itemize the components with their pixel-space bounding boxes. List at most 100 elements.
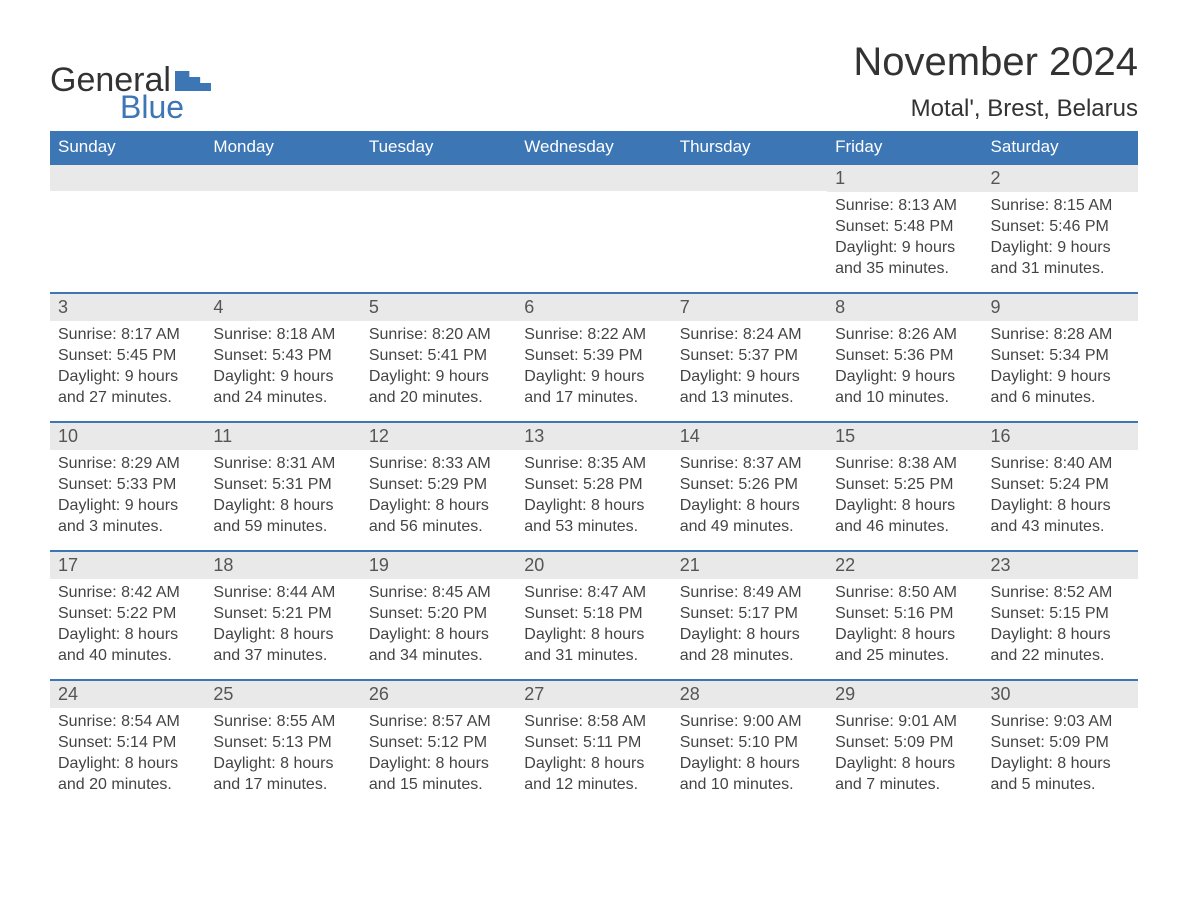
day-number: 12 (361, 423, 516, 450)
week-row: 24Sunrise: 8:54 AMSunset: 5:14 PMDayligh… (50, 679, 1138, 804)
day-cell: 1Sunrise: 8:13 AMSunset: 5:48 PMDaylight… (827, 165, 982, 288)
day-details: Sunrise: 8:52 AMSunset: 5:15 PMDaylight:… (983, 579, 1138, 674)
sunset-text: Sunset: 5:09 PM (835, 733, 974, 754)
daylight-text-2: and 24 minutes. (213, 388, 352, 409)
day-details: Sunrise: 8:35 AMSunset: 5:28 PMDaylight:… (516, 450, 671, 545)
weekday-header: Friday (827, 131, 982, 163)
day-number: 25 (205, 681, 360, 708)
week-row: 3Sunrise: 8:17 AMSunset: 5:45 PMDaylight… (50, 292, 1138, 417)
empty-day-cell (50, 165, 205, 288)
daylight-text-1: Daylight: 8 hours (524, 754, 663, 775)
sunset-text: Sunset: 5:34 PM (991, 346, 1130, 367)
day-number: 15 (827, 423, 982, 450)
day-details: Sunrise: 8:42 AMSunset: 5:22 PMDaylight:… (50, 579, 205, 674)
daylight-text-2: and 56 minutes. (369, 517, 508, 538)
sunset-text: Sunset: 5:46 PM (991, 217, 1130, 238)
sunrise-text: Sunrise: 8:55 AM (213, 712, 352, 733)
title-block: November 2024 Motal', Brest, Belarus (853, 40, 1138, 123)
sunrise-text: Sunrise: 8:29 AM (58, 454, 197, 475)
sunrise-text: Sunrise: 8:15 AM (991, 196, 1130, 217)
sunrise-text: Sunrise: 8:28 AM (991, 325, 1130, 346)
daylight-text-1: Daylight: 9 hours (369, 367, 508, 388)
sunset-text: Sunset: 5:22 PM (58, 604, 197, 625)
day-number: 23 (983, 552, 1138, 579)
sunrise-text: Sunrise: 8:54 AM (58, 712, 197, 733)
week-row: 10Sunrise: 8:29 AMSunset: 5:33 PMDayligh… (50, 421, 1138, 546)
daylight-text-2: and 3 minutes. (58, 517, 197, 538)
weekday-header: Thursday (672, 131, 827, 163)
daylight-text-2: and 31 minutes. (524, 646, 663, 667)
day-number (361, 165, 516, 191)
weekday-header: Tuesday (361, 131, 516, 163)
daylight-text-1: Daylight: 9 hours (213, 367, 352, 388)
daylight-text-2: and 20 minutes. (369, 388, 508, 409)
sunrise-text: Sunrise: 8:49 AM (680, 583, 819, 604)
daylight-text-1: Daylight: 8 hours (524, 496, 663, 517)
sunrise-text: Sunrise: 8:24 AM (680, 325, 819, 346)
day-details: Sunrise: 8:31 AMSunset: 5:31 PMDaylight:… (205, 450, 360, 545)
sunrise-text: Sunrise: 8:44 AM (213, 583, 352, 604)
sunrise-text: Sunrise: 8:33 AM (369, 454, 508, 475)
sunrise-text: Sunrise: 8:31 AM (213, 454, 352, 475)
day-cell: 22Sunrise: 8:50 AMSunset: 5:16 PMDayligh… (827, 552, 982, 675)
sunrise-text: Sunrise: 8:42 AM (58, 583, 197, 604)
day-cell: 29Sunrise: 9:01 AMSunset: 5:09 PMDayligh… (827, 681, 982, 804)
day-details: Sunrise: 8:22 AMSunset: 5:39 PMDaylight:… (516, 321, 671, 416)
week-row: 17Sunrise: 8:42 AMSunset: 5:22 PMDayligh… (50, 550, 1138, 675)
day-number: 9 (983, 294, 1138, 321)
sunset-text: Sunset: 5:13 PM (213, 733, 352, 754)
daylight-text-2: and 22 minutes. (991, 646, 1130, 667)
day-details: Sunrise: 8:57 AMSunset: 5:12 PMDaylight:… (361, 708, 516, 803)
sunset-text: Sunset: 5:48 PM (835, 217, 974, 238)
daylight-text-1: Daylight: 9 hours (835, 367, 974, 388)
day-cell: 27Sunrise: 8:58 AMSunset: 5:11 PMDayligh… (516, 681, 671, 804)
daylight-text-1: Daylight: 8 hours (58, 754, 197, 775)
calendar-page: General Blue November 2024 Motal', Brest… (0, 0, 1188, 844)
day-number: 13 (516, 423, 671, 450)
day-details: Sunrise: 8:45 AMSunset: 5:20 PMDaylight:… (361, 579, 516, 674)
daylight-text-1: Daylight: 9 hours (58, 496, 197, 517)
day-cell: 14Sunrise: 8:37 AMSunset: 5:26 PMDayligh… (672, 423, 827, 546)
day-details: Sunrise: 8:28 AMSunset: 5:34 PMDaylight:… (983, 321, 1138, 416)
sunset-text: Sunset: 5:10 PM (680, 733, 819, 754)
day-cell: 18Sunrise: 8:44 AMSunset: 5:21 PMDayligh… (205, 552, 360, 675)
calendar-grid: SundayMondayTuesdayWednesdayThursdayFrid… (50, 131, 1138, 804)
day-number: 24 (50, 681, 205, 708)
sunset-text: Sunset: 5:14 PM (58, 733, 197, 754)
empty-day-cell (672, 165, 827, 288)
daylight-text-2: and 12 minutes. (524, 775, 663, 796)
sunset-text: Sunset: 5:37 PM (680, 346, 819, 367)
logo-flag-icon (175, 71, 211, 91)
daylight-text-1: Daylight: 8 hours (524, 625, 663, 646)
day-cell: 16Sunrise: 8:40 AMSunset: 5:24 PMDayligh… (983, 423, 1138, 546)
day-cell: 3Sunrise: 8:17 AMSunset: 5:45 PMDaylight… (50, 294, 205, 417)
day-cell: 2Sunrise: 8:15 AMSunset: 5:46 PMDaylight… (983, 165, 1138, 288)
day-cell: 10Sunrise: 8:29 AMSunset: 5:33 PMDayligh… (50, 423, 205, 546)
daylight-text-1: Daylight: 8 hours (58, 625, 197, 646)
daylight-text-2: and 15 minutes. (369, 775, 508, 796)
weekday-header: Sunday (50, 131, 205, 163)
daylight-text-1: Daylight: 9 hours (58, 367, 197, 388)
day-details: Sunrise: 8:49 AMSunset: 5:17 PMDaylight:… (672, 579, 827, 674)
day-number: 11 (205, 423, 360, 450)
day-number: 5 (361, 294, 516, 321)
day-number (205, 165, 360, 191)
day-details: Sunrise: 8:18 AMSunset: 5:43 PMDaylight:… (205, 321, 360, 416)
daylight-text-2: and 10 minutes. (680, 775, 819, 796)
day-cell: 15Sunrise: 8:38 AMSunset: 5:25 PMDayligh… (827, 423, 982, 546)
day-details: Sunrise: 8:15 AMSunset: 5:46 PMDaylight:… (983, 192, 1138, 287)
day-details: Sunrise: 8:38 AMSunset: 5:25 PMDaylight:… (827, 450, 982, 545)
daylight-text-1: Daylight: 8 hours (213, 625, 352, 646)
daylight-text-2: and 27 minutes. (58, 388, 197, 409)
day-details: Sunrise: 8:37 AMSunset: 5:26 PMDaylight:… (672, 450, 827, 545)
daylight-text-1: Daylight: 8 hours (369, 625, 508, 646)
day-number (516, 165, 671, 191)
day-details: Sunrise: 8:40 AMSunset: 5:24 PMDaylight:… (983, 450, 1138, 545)
sunset-text: Sunset: 5:41 PM (369, 346, 508, 367)
day-details: Sunrise: 9:00 AMSunset: 5:10 PMDaylight:… (672, 708, 827, 803)
day-number: 8 (827, 294, 982, 321)
sunrise-text: Sunrise: 9:03 AM (991, 712, 1130, 733)
day-cell: 6Sunrise: 8:22 AMSunset: 5:39 PMDaylight… (516, 294, 671, 417)
day-cell: 12Sunrise: 8:33 AMSunset: 5:29 PMDayligh… (361, 423, 516, 546)
sunset-text: Sunset: 5:18 PM (524, 604, 663, 625)
